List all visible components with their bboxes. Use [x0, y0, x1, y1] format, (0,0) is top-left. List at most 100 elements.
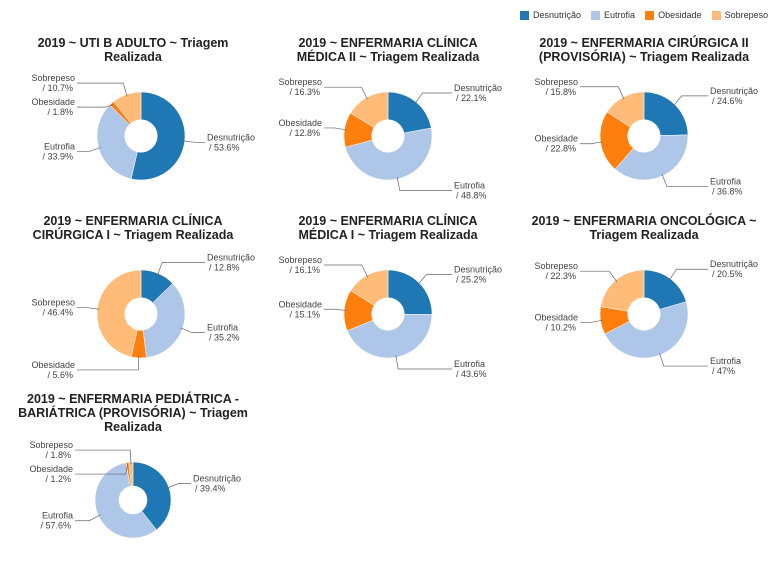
chart-title-line: 2019 ~ ENFERMARIA ONCOLÓGICA ~ — [531, 214, 757, 228]
slice-label-name: Desnutrição — [193, 474, 241, 484]
slice-label-value: / 47% — [712, 366, 735, 376]
label-leader-line — [414, 92, 452, 104]
chart-title: 2019 ~ ENFERMARIA PEDIÁTRICA - BARIÁTRICA… — [8, 392, 258, 434]
slice-label-value: / 1.2% — [45, 474, 71, 484]
label-leader-line — [324, 86, 368, 100]
pie-slice[interactable] — [128, 461, 134, 487]
label-leader-line — [668, 268, 708, 281]
donut-chart: Desnutrição/ 12.8% Eutrofia/ 35.2% Sobrepe… — [31, 252, 255, 380]
slice-label-value: / 39.4% — [195, 484, 226, 494]
slice-label-value: / 22.8% — [545, 144, 576, 154]
slice-label-value: / 35.2% — [209, 333, 240, 343]
legend-swatch — [520, 10, 529, 20]
label-leader-line — [157, 262, 205, 276]
label-leader-line — [661, 173, 708, 188]
chart-title: 2019 ~ ENFERMARIA ONCOLÓGICA ~ Triagem Re… — [519, 214, 769, 242]
chart-title-line: 2019 ~ UTI B ADULTO ~ Triagem — [37, 36, 229, 50]
pie-slice[interactable] — [614, 134, 689, 181]
pie-slice[interactable] — [600, 269, 645, 312]
legend-item[interactable]: Desnutrição — [520, 10, 581, 20]
pie-slice[interactable] — [130, 91, 186, 181]
label-leader-line — [396, 176, 452, 192]
chart-title-line: 2019 ~ ENFERMARIA CLÍNICA — [298, 36, 478, 50]
slice-label-value: / 36.8% — [712, 187, 743, 197]
pie-slice[interactable] — [604, 301, 689, 359]
pie-chart-panel: 2019 ~ ENFERMARIA PEDIÁTRICA - BARIÁTRICA… — [8, 392, 258, 572]
slice-label-value: / 46.4% — [42, 308, 73, 318]
legend-label: Sobrepeso — [724, 10, 769, 20]
slice-label-name: Obesidade — [534, 134, 578, 144]
chart-title-line: Realizada — [104, 50, 162, 64]
slice-label-value: / 12.8% — [209, 262, 240, 272]
pie-slice[interactable] — [346, 313, 433, 359]
slice-label-name: Sobrepeso — [534, 77, 578, 87]
label-leader-line — [580, 270, 618, 283]
pie-chart-panel: 2019 ~ UTI B ADULTO ~ Triagem Realizada De… — [8, 36, 258, 216]
pie-slice[interactable] — [606, 91, 645, 128]
slice-label-value: / 5.6% — [47, 370, 73, 380]
slice-label-value: / 10.2% — [545, 322, 576, 332]
chart-title-line: (PROVISÓRIA) ~ Triagem Realizada — [538, 50, 750, 64]
pie-chart-panel: 2019 ~ ENFERMARIA ONCOLÓGICA ~ Triagem Re… — [519, 214, 769, 394]
label-leader-line — [77, 307, 100, 310]
slice-label-value: / 57.6% — [40, 521, 71, 531]
pie-slice[interactable] — [387, 91, 432, 134]
donut-chart: Desnutrição/ 24.6% Eutrofia/ 36.8% Sobrepe… — [534, 77, 758, 197]
pie-slice[interactable] — [350, 269, 389, 306]
chart-title-line: 2019 ~ ENFERMARIA CLÍNICA — [43, 214, 223, 228]
pie-slice[interactable] — [345, 127, 433, 181]
slice-label-value: / 22.1% — [456, 93, 487, 103]
legend-label: Obesidade — [658, 10, 702, 20]
label-leader-line — [180, 327, 205, 333]
slice-label-name: Sobrepeso — [29, 440, 73, 450]
pie-chart-panel: 2019 ~ ENFERMARIA CLÍNICA MÉDICA I ~ Tria… — [263, 214, 513, 394]
slice-label-name: Obesidade — [31, 360, 75, 370]
legend-item[interactable]: Sobrepeso — [711, 10, 769, 20]
slice-label-value: / 10.7% — [42, 83, 73, 93]
slice-label-name: Eutrofia — [207, 323, 238, 333]
slice-label-name: Desnutrição — [454, 83, 502, 93]
chart-title: 2019 ~ ENFERMARIA CLÍNICA MÉDICA I ~ Tria… — [263, 214, 513, 242]
slice-label-name: Obesidade — [278, 118, 322, 128]
slice-label-name: Sobrepeso — [31, 73, 75, 83]
label-leader-line — [659, 352, 708, 367]
pie-slice[interactable] — [96, 104, 138, 180]
pie-slice[interactable] — [113, 91, 142, 124]
slice-label-name: Obesidade — [31, 97, 75, 107]
legend-item[interactable]: Eutrofia — [591, 10, 635, 20]
label-leader-line — [77, 104, 114, 108]
legend-swatch — [645, 10, 655, 20]
pie-slice[interactable] — [643, 91, 689, 136]
slice-label-name: Obesidade — [29, 464, 73, 474]
legend-label: Eutrofia — [604, 10, 636, 20]
label-leader-line — [77, 355, 140, 371]
label-leader-line — [324, 264, 368, 278]
slice-label-value: / 12.8% — [289, 128, 320, 138]
slice-label-name: Sobrepeso — [278, 77, 322, 87]
slice-label-name: Eutrofia — [454, 181, 485, 191]
label-leader-line — [77, 82, 128, 97]
chart-title: 2019 ~ ENFERMARIA CIRÚRGICA II (PROVISÓRI… — [519, 36, 769, 64]
slice-label-name: Eutrofia — [454, 359, 485, 369]
donut-chart: Desnutrição/ 22.1% Eutrofia/ 48.8% Sobrepe… — [278, 77, 502, 200]
label-leader-line — [673, 95, 708, 107]
slice-label-name: Obesidade — [534, 312, 578, 322]
donut-chart: Desnutrição/ 20.5% Eutrofia/ 47% Sobrepeso… — [534, 259, 758, 376]
pie-slice[interactable] — [94, 462, 157, 539]
pie-slice[interactable] — [142, 283, 186, 358]
slice-label-value: / 1.8% — [47, 107, 73, 117]
label-leader-line — [75, 464, 128, 475]
chart-title: 2019 ~ UTI B ADULTO ~ Triagem Realizada — [8, 36, 258, 64]
pie-slice[interactable] — [599, 111, 634, 170]
legend-item[interactable]: Obesidade — [645, 10, 702, 20]
pie-slice[interactable] — [387, 269, 433, 315]
chart-title-line: 2019 ~ ENFERMARIA CIRÚRGICA II — [539, 36, 749, 50]
chart-title-line: MÉDICA I ~ Triagem Realizada — [298, 228, 478, 242]
slice-label-name: Desnutrição — [207, 252, 255, 262]
pie-slice[interactable] — [132, 461, 172, 531]
slice-label-name: Eutrofia — [44, 141, 75, 151]
pie-chart-panel: 2019 ~ ENFERMARIA CIRÚRGICA II (PROVISÓRI… — [519, 36, 769, 216]
pie-slice[interactable] — [96, 269, 142, 358]
pie-slice[interactable] — [350, 91, 389, 128]
slice-label-name: Desnutrição — [710, 259, 758, 269]
